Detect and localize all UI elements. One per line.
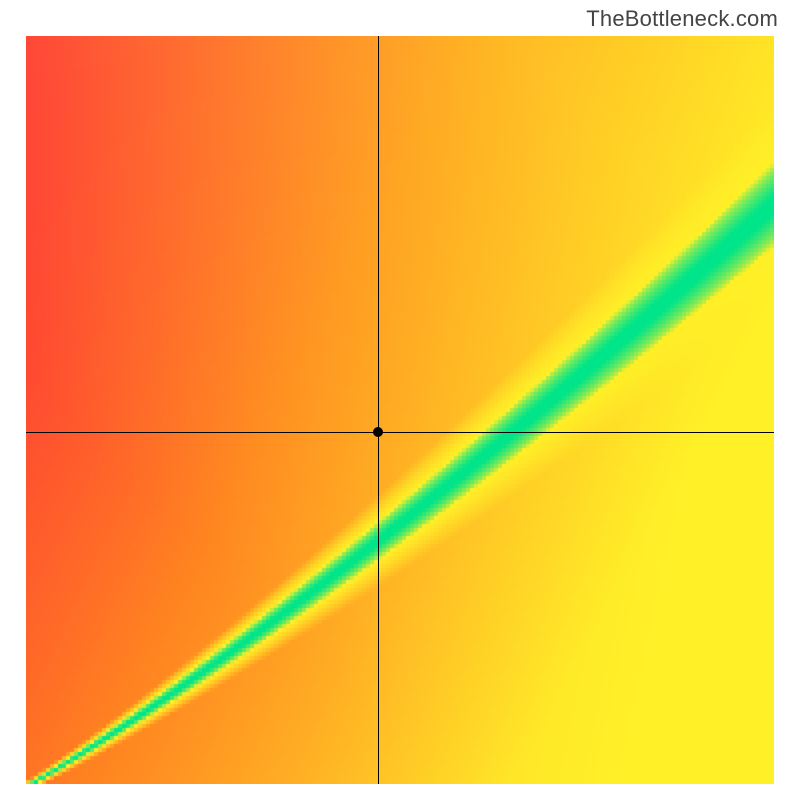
marker-dot (373, 427, 383, 437)
heatmap-plot (26, 36, 774, 784)
watermark-text: TheBottleneck.com (586, 6, 778, 32)
heatmap-canvas (26, 36, 774, 784)
crosshair-horizontal (26, 432, 774, 433)
crosshair-vertical (378, 36, 379, 784)
